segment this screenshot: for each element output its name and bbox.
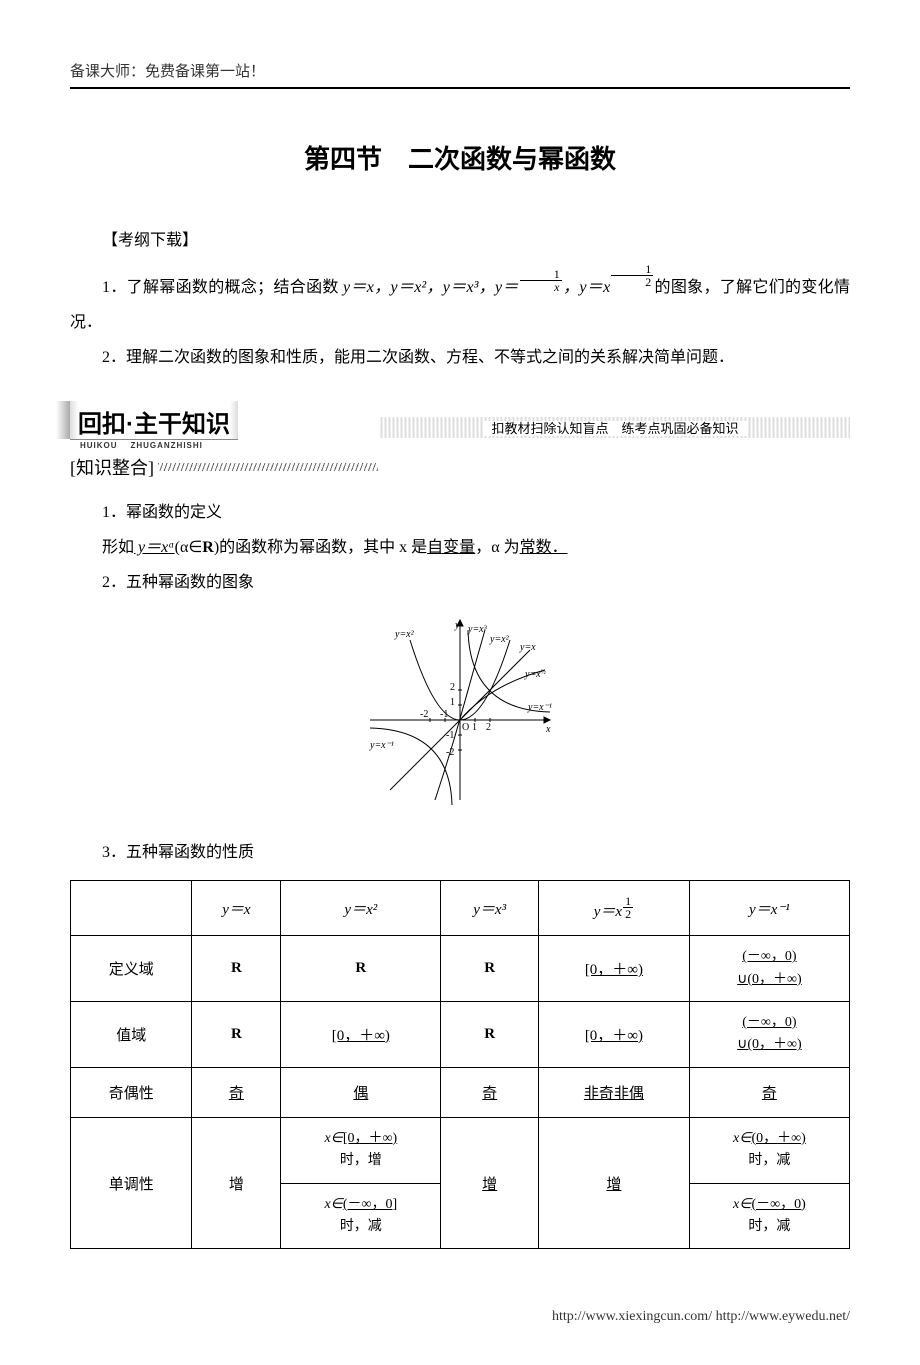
fraction: 1x <box>520 268 562 293</box>
page-footer: http://www.xiexingcun.com/ http://www.ey… <box>70 1309 850 1325</box>
def-heading-3-wrap: 3．五种幂函数的性质 <box>70 835 850 870</box>
text: R <box>202 539 214 556</box>
cell: 奇 <box>192 1067 281 1117</box>
properties-table: y＝x y＝x² y＝x³ y＝x12 y＝x⁻¹ 定义域 R R R [0，＋… <box>70 880 850 1249</box>
denominator: 2 <box>611 276 653 288</box>
syllabus-item-2: 2．理解二次函数的图象和性质，能用二次函数、方程、不等式之间的关系解决简单问题． <box>70 340 850 375</box>
table-header: y＝x² <box>281 881 441 936</box>
graph-tick: -1 <box>446 730 454 741</box>
fraction: 12 <box>611 263 653 288</box>
cell: 增 <box>441 1117 539 1249</box>
graph-tick: 1 <box>472 722 477 733</box>
cell: R <box>441 1002 539 1068</box>
text: y＝x，y＝x²，y＝x³，y＝ <box>343 279 519 296</box>
cell: (－∞，0)∪(0，＋∞) <box>689 1002 849 1068</box>
numerator: 1 <box>611 263 653 276</box>
cell: 增 <box>538 1117 689 1249</box>
syllabus-heading: 【考纲下载】 <box>70 226 850 250</box>
cell: [0，＋∞) <box>538 1002 689 1068</box>
text: 自变量 <box>427 539 475 556</box>
sub-banner-text: [知识整合] <box>70 458 154 478</box>
row-label: 奇偶性 <box>71 1067 192 1117</box>
text: 常数． <box>520 539 568 556</box>
table-header: y＝x <box>192 881 281 936</box>
denominator: x <box>520 281 562 293</box>
hatch-decoration <box>158 463 378 471</box>
cell: x∈[0，＋∞) 时，增 x∈(－∞，0] 时，减 <box>281 1117 441 1249</box>
graph-label: x <box>545 724 551 735</box>
graph-tick: 2 <box>450 682 455 693</box>
graph-label: y=x² <box>489 634 510 645</box>
graph-tick: 2 <box>486 722 491 733</box>
graph-tick: -2 <box>446 747 454 758</box>
text: )的函数称为幂函数，其中 x 是 <box>214 539 427 556</box>
graph-label: y <box>454 620 460 631</box>
text: ，y＝x <box>563 279 610 296</box>
graph-tick: -2 <box>420 709 428 720</box>
banner-main-text: 回扣·主干知识 <box>78 411 230 438</box>
graph-label: y=x½ <box>524 668 547 680</box>
table-header: y＝x12 <box>538 881 689 936</box>
cell: 增 <box>192 1117 281 1249</box>
table-row: 单调性 增 x∈[0，＋∞) 时，增 x∈(－∞，0] 时，减 增 增 x∈(0… <box>71 1117 850 1249</box>
graph-label: y=x⁻¹ <box>369 740 394 751</box>
banner-pinyin: HUIKOU <box>80 441 118 450</box>
numerator: 1 <box>520 268 562 281</box>
table-header <box>71 881 192 936</box>
text: 1．了解幂函数的概念；结合函数 <box>102 279 343 296</box>
text: (α∈ <box>175 539 203 556</box>
graph-label: y=x² <box>394 629 415 640</box>
def-body-1: 形如 y＝xᵅ(α∈R)的函数称为幂函数，其中 x 是自变量，α 为常数． <box>70 530 850 565</box>
syllabus-body: 1．了解幂函数的概念；结合函数 y＝x，y＝x²，y＝x³，y＝1x，y＝x1 2… <box>70 270 850 376</box>
power-function-graph: y=x² y y=x³ y=x² y=x y=x½ y=x⁻¹ x y=x⁻¹ … <box>70 610 850 815</box>
cell: 偶 <box>281 1067 441 1117</box>
cell: [0，＋∞) <box>538 936 689 1002</box>
cell: x∈(0，＋∞) 时，减 x∈(－∞，0) 时，减 <box>689 1117 849 1249</box>
cell: R <box>192 936 281 1002</box>
table-header: y＝x⁻¹ <box>689 881 849 936</box>
row-label: 定义域 <box>71 936 192 1002</box>
graph-label: O <box>462 722 469 733</box>
sub-banner: [知识整合] <box>70 454 850 480</box>
table-header-row: y＝x y＝x² y＝x³ y＝x12 y＝x⁻¹ <box>71 881 850 936</box>
def-heading-2: 2．五种幂函数的图象 <box>70 565 850 600</box>
table-row: 值域 R [0，＋∞) R [0，＋∞) (－∞，0)∪(0，＋∞) <box>71 1002 850 1068</box>
page-header: 备课大师：免费备课第一站！ <box>70 60 850 81</box>
document-title: 第四节 二次函数与幂函数 <box>70 139 850 176</box>
cell: 奇 <box>441 1067 539 1117</box>
text: 形如 <box>102 539 134 556</box>
def-heading-3: 3．五种幂函数的性质 <box>70 835 850 870</box>
syllabus-item-1: 1．了解幂函数的概念；结合函数 y＝x，y＝x²，y＝x³，y＝1x，y＝x1 2… <box>70 270 850 340</box>
row-label: 单调性 <box>71 1117 192 1249</box>
definition-block: 1．幂函数的定义 形如 y＝xᵅ(α∈R)的函数称为幂函数，其中 x 是自变量，… <box>70 495 850 601</box>
graph-label: y=x <box>519 642 536 653</box>
table-row: 定义域 R R R [0，＋∞) (－∞，0)∪(0，＋∞) <box>71 936 850 1002</box>
table-header: y＝x³ <box>441 881 539 936</box>
cell: R <box>192 1002 281 1068</box>
def-heading-1: 1．幂函数的定义 <box>70 495 850 530</box>
graph-tick: -1 <box>440 709 448 720</box>
text: y＝xᵅ <box>134 539 175 556</box>
banner-pinyin: ZHUGANZHISHI <box>130 441 202 450</box>
text: ，α 为 <box>475 539 519 556</box>
banner-title: 回扣·主干知识 HUIKOU ZHUGANZHISHI <box>70 401 238 440</box>
banner-subtitle: 扣教材扫除认知盲点 练考点巩固必备知识 <box>380 417 850 438</box>
graph-tick: 1 <box>450 697 455 708</box>
graph-label: y=x³ <box>467 624 488 635</box>
header-rule <box>70 87 850 89</box>
cell: 奇 <box>689 1067 849 1117</box>
cell: R <box>281 936 441 1002</box>
cell: R <box>441 936 539 1002</box>
cell: 非奇非偶 <box>538 1067 689 1117</box>
section-banner: 回扣·主干知识 HUIKOU ZHUGANZHISHI 扣教材扫除认知盲点 练考… <box>70 401 850 439</box>
row-label: 值域 <box>71 1002 192 1068</box>
cell: [0，＋∞) <box>281 1002 441 1068</box>
graph-label: y=x⁻¹ <box>527 702 552 713</box>
cell: (－∞，0)∪(0，＋∞) <box>689 936 849 1002</box>
table-row: 奇偶性 奇 偶 奇 非奇非偶 奇 <box>71 1067 850 1117</box>
